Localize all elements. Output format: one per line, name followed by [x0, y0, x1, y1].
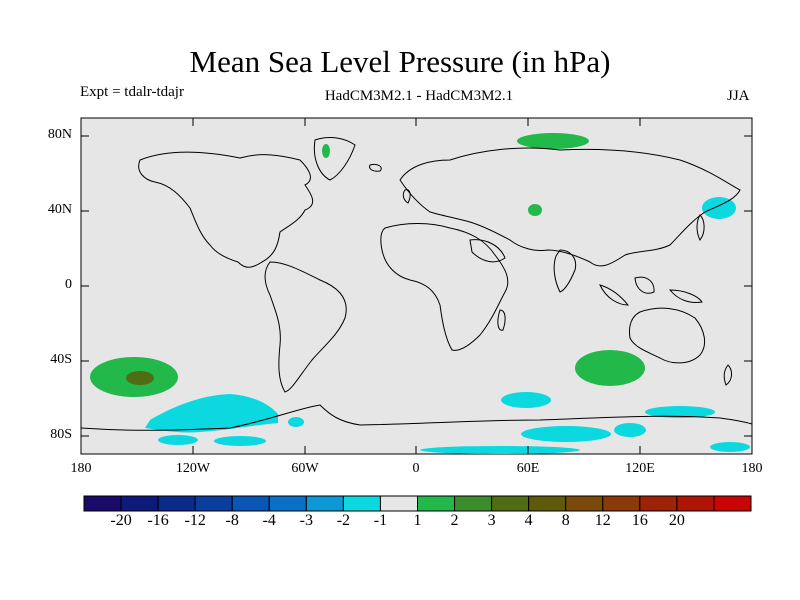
lon-label-60e: 60E	[516, 461, 540, 476]
lat-label-40n: 40N	[47, 202, 72, 217]
coastline-uk	[402, 189, 411, 204]
coastline-arabia	[469, 239, 506, 263]
anomaly-greenland-positive	[322, 144, 330, 158]
colorbar-label: -2	[336, 512, 351, 529]
colorbar-box-8	[379, 495, 419, 512]
colorbar-box-4	[231, 495, 270, 512]
colorbar-box-0	[83, 495, 122, 512]
colorbar-label: 3	[487, 512, 496, 529]
colorbar-label: -1	[373, 512, 388, 529]
colorbar-box-12	[528, 495, 567, 512]
map-background	[80, 117, 753, 455]
colorbar-label: 16	[631, 512, 648, 529]
anomaly-southern-ocean-small	[288, 417, 304, 427]
anomaly-north-pacific-negative	[702, 197, 736, 219]
anomaly-southern-pacific-east	[645, 406, 715, 418]
lat-label-0: 0	[65, 277, 72, 292]
colorbar-label: 2	[450, 512, 459, 529]
lat-label-80n: 80N	[47, 127, 72, 142]
lon-label-180w: 180	[70, 461, 92, 476]
colorbar-label: 8	[561, 512, 570, 529]
colorbar-box-16	[676, 495, 715, 512]
colorbar-box-5	[268, 495, 307, 512]
lat-label-80s: 80S	[50, 427, 72, 442]
anomaly-shading	[90, 133, 750, 454]
colorbar	[83, 495, 752, 512]
model-label: HadCM3M2.1 - HadCM3M2.1	[324, 88, 514, 104]
coastline-australia	[629, 307, 706, 364]
colorbar-box-13	[565, 495, 604, 512]
anomaly-southern-ocean-patch2	[158, 435, 198, 445]
lon-label-0: 0	[412, 461, 420, 476]
colorbar-box-7	[342, 495, 381, 512]
coastline-greenland	[313, 137, 356, 181]
coastline-borneo	[634, 276, 655, 294]
coastline-japan	[696, 214, 705, 241]
experiment-label: Expt = tdalr-tdajr	[80, 84, 184, 100]
colorbar-label: -3	[299, 512, 313, 529]
colorbar-label: 20	[668, 512, 685, 529]
anomaly-siberia-positive	[517, 133, 589, 149]
colorbar-label: -4	[262, 512, 276, 529]
colorbar-box-14	[602, 495, 641, 512]
anomaly-south-pacific-core	[126, 371, 154, 385]
coastline-madagascar	[497, 309, 506, 331]
anomaly-southern-ocean-patch	[214, 436, 266, 446]
colorbar-label: -8	[225, 512, 239, 529]
coastline-africa	[380, 223, 509, 351]
lon-label-180e: 180	[741, 461, 763, 476]
coastline-india	[553, 249, 577, 293]
anomaly-south-atlantic-negative	[501, 392, 551, 408]
anomaly-southern-ocean-west	[145, 394, 278, 433]
colorbar-label: -20	[110, 512, 132, 529]
colorbar-box-2	[157, 495, 196, 512]
colorbar-box-1	[120, 495, 159, 512]
colorbar-box-3	[194, 495, 233, 512]
colorbar-label: -16	[147, 512, 169, 529]
colorbar-box-6	[305, 495, 344, 512]
lon-label-120e: 120E	[625, 461, 655, 476]
colorbar-label: 12	[594, 512, 611, 529]
colorbar-label: 1	[413, 512, 422, 529]
coastline-antarctica	[80, 404, 753, 431]
colorbar-box-17	[713, 495, 752, 512]
anomaly-central-asia-positive	[528, 204, 542, 216]
colorbar-box-9	[417, 495, 456, 512]
coastline-sumatra	[599, 284, 630, 306]
season-label: JJA	[727, 88, 750, 104]
coastline-south-america	[264, 261, 347, 393]
colorbar-label: -12	[184, 512, 206, 529]
colorbar-box-15	[639, 495, 678, 512]
colorbar-box-11	[491, 495, 530, 512]
coastline-iceland	[369, 164, 382, 172]
anomaly-antarctic-strip2	[710, 442, 750, 452]
axis-ticks	[81, 118, 752, 454]
chart-title: Mean Sea Level Pressure (in hPa)	[189, 44, 611, 79]
anomaly-southern-pacific-east2	[614, 423, 646, 437]
coastline-north-america	[138, 151, 314, 268]
lat-label-40s: 40S	[50, 352, 72, 367]
lon-label-120w: 120W	[175, 461, 211, 476]
coastline-eurasia	[399, 147, 741, 267]
colorbar-box-10	[454, 495, 493, 512]
colorbar-label: 4	[524, 512, 533, 529]
coastline-new-guinea	[668, 289, 703, 303]
coastline-new-zealand	[723, 364, 732, 386]
anomaly-southern-indian-negative	[521, 426, 611, 442]
anomaly-indian-ocean-positive	[575, 350, 645, 386]
lon-label-60w: 60W	[291, 461, 319, 476]
coastlines	[80, 137, 753, 431]
anomaly-antarctic-strip	[420, 446, 580, 454]
